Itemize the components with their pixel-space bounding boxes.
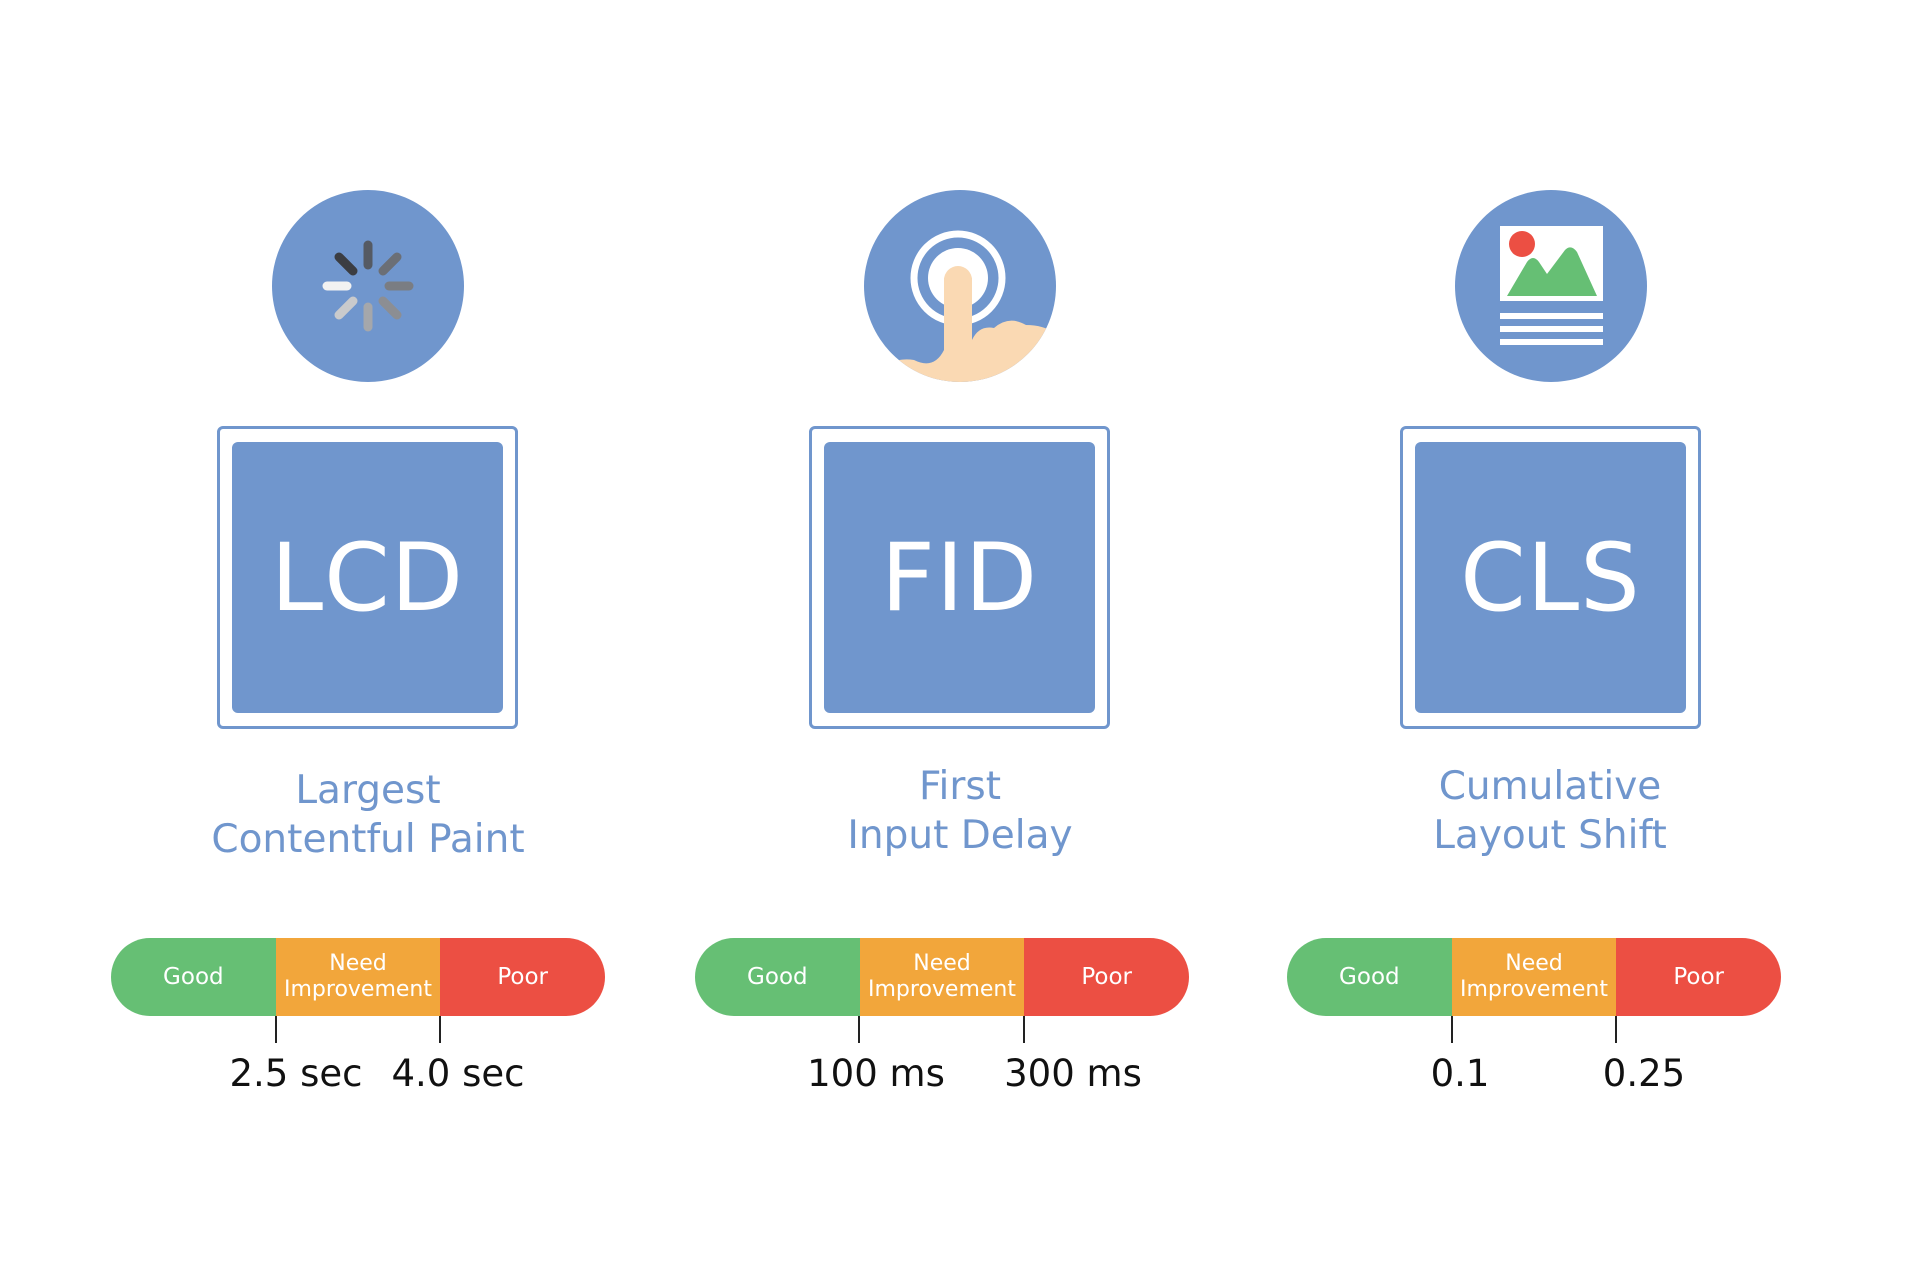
image-document-icon: [1455, 190, 1647, 382]
scale-need-improvement: Need Improvement: [275, 938, 441, 1016]
metric-box-fid: FID: [809, 426, 1110, 729]
threshold-good-value: 2.5 sec: [229, 1052, 363, 1095]
threshold-tick: [275, 1016, 277, 1043]
threshold-poor-value: 0.25: [1602, 1052, 1686, 1095]
scale-poor: Poor: [1024, 938, 1189, 1016]
metric-title: Largest Contentful Paint: [211, 768, 525, 862]
metric-abbreviation: LCD: [270, 523, 465, 633]
metric-abbreviation: FID: [880, 523, 1039, 633]
loading-spinner-icon: [272, 190, 464, 382]
threshold-tick: [439, 1016, 441, 1043]
scale-good: Good: [1287, 938, 1452, 1016]
scale-good: Good: [111, 938, 276, 1016]
threshold-tick: [1023, 1016, 1025, 1043]
metric-card-cls: CLS Cumulative Layout Shift Good Need Imp…: [1272, 0, 1832, 1280]
threshold-poor-value: 4.0 sec: [391, 1052, 525, 1095]
threshold-good-value: 100 ms: [807, 1052, 945, 1095]
scale-good: Good: [695, 938, 860, 1016]
threshold-tick: [858, 1016, 860, 1043]
finger-tap-icon: [864, 190, 1056, 382]
metric-title: First Input Delay: [847, 764, 1073, 858]
scale-poor: Poor: [440, 938, 605, 1016]
scale-poor: Poor: [1616, 938, 1781, 1016]
threshold-tick: [1451, 1016, 1453, 1043]
scale-need-improvement: Need Improvement: [859, 938, 1025, 1016]
metric-title: Cumulative Layout Shift: [1433, 764, 1667, 858]
threshold-poor-value: 300 ms: [1004, 1052, 1142, 1095]
threshold-tick: [1615, 1016, 1617, 1043]
score-scale-bar: Good Need Improvement Poor: [111, 938, 605, 1016]
score-scale-bar: Good Need Improvement Poor: [695, 938, 1189, 1016]
metric-box-lcd: LCD: [217, 426, 518, 729]
metric-box-cls: CLS: [1400, 426, 1701, 729]
metric-card-lcd: LCD Largest Contentful Paint Good Need Im…: [88, 0, 648, 1280]
score-scale-bar: Good Need Improvement Poor: [1287, 938, 1781, 1016]
metric-card-fid: FID First Input Delay Good Need Improveme…: [680, 0, 1240, 1280]
metric-abbreviation: CLS: [1460, 523, 1641, 633]
scale-need-improvement: Need Improvement: [1451, 938, 1617, 1016]
threshold-good-value: 0.1: [1430, 1052, 1490, 1095]
